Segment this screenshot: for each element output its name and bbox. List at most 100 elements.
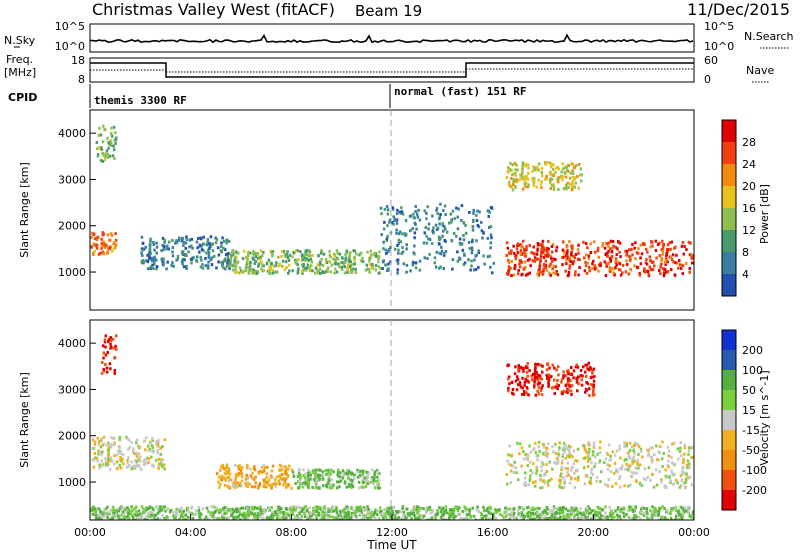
power-cell [443, 225, 446, 228]
velocity-cell [657, 518, 660, 520]
power-cell [112, 247, 116, 251]
velocity-cell [408, 513, 411, 517]
velocity-cell [579, 515, 582, 519]
power-cell [642, 269, 646, 273]
power-cell [163, 238, 166, 242]
velocity-cell [673, 441, 676, 445]
power-cell [392, 215, 395, 219]
power-cell [160, 257, 163, 261]
velocity-cell [137, 513, 140, 517]
power-cell [399, 240, 403, 244]
velocity-cell [401, 507, 404, 510]
power-cell [567, 256, 570, 260]
velocity-cell [111, 337, 115, 341]
power-cell [461, 248, 465, 252]
power-cell [573, 273, 577, 277]
velocity-cell [678, 517, 681, 520]
velocity-cell [411, 508, 414, 512]
velocity-cell [649, 446, 652, 450]
velocity-cell [101, 443, 104, 447]
power-cell [571, 182, 574, 186]
velocity-cell [300, 509, 304, 513]
power-cell [541, 243, 544, 247]
power-cell [690, 253, 693, 257]
power-cell [532, 251, 535, 255]
power-cell [245, 260, 249, 264]
velocity-cell [279, 511, 282, 515]
power-cell [661, 239, 664, 243]
velocity-cell [588, 447, 591, 451]
power-cell [368, 263, 372, 267]
velocity-cell [96, 516, 99, 520]
velocity-cell [566, 467, 569, 471]
power-cell [524, 164, 528, 168]
velocity-cell [676, 447, 679, 451]
power-cell [228, 266, 231, 270]
velocity-cell [439, 510, 443, 514]
power-cell [222, 239, 226, 243]
power-cell [463, 252, 466, 256]
power-cell [490, 206, 494, 210]
power-cell [524, 254, 527, 258]
velocity-cell [135, 464, 138, 468]
power-cell [244, 267, 248, 271]
velocity-cell [680, 514, 683, 518]
velocity-cell [391, 509, 394, 513]
velocity-cell [214, 510, 217, 513]
power-cell [583, 256, 586, 260]
velocity-cell [228, 472, 232, 476]
velocity-cell [113, 443, 116, 447]
power-cell [577, 243, 580, 247]
velocity-cell [297, 486, 301, 490]
power-cell [409, 229, 412, 233]
velocity-cell [335, 486, 339, 490]
velocity-cell [292, 475, 296, 478]
velocity-cell [677, 518, 680, 520]
velocity-cell [616, 518, 619, 520]
velocity-cell [268, 506, 271, 510]
power-cell [510, 168, 513, 172]
velocity-cell [640, 484, 644, 488]
power-cell [666, 250, 669, 254]
velocity-cell [558, 478, 561, 482]
power-cell [396, 268, 399, 272]
velocity-cell [139, 459, 142, 463]
power-cell [577, 257, 580, 261]
power-cell [386, 212, 390, 216]
colorbar-tick-label: 16 [742, 202, 756, 215]
velocity-cell [567, 513, 570, 517]
velocity-cell [157, 457, 161, 461]
power-cell [536, 165, 539, 169]
power-cell [388, 220, 391, 224]
velocity-cell [286, 484, 290, 488]
power-cell [443, 239, 446, 242]
velocity-cell [287, 467, 290, 471]
velocity-cell [576, 447, 580, 451]
colorbar-segment [722, 252, 736, 274]
power-cell [535, 185, 538, 189]
power-cell [114, 232, 117, 236]
power-cell [582, 240, 585, 244]
power-cell [681, 241, 685, 244]
colorbar-segment [722, 350, 736, 370]
velocity-cell [275, 516, 279, 520]
velocity-cell [445, 511, 449, 515]
velocity-cell [294, 509, 297, 513]
velocity-cell [575, 380, 579, 384]
power-cell [566, 254, 569, 258]
velocity-cell [621, 464, 624, 468]
power-cell [427, 227, 430, 231]
velocity-cell [414, 517, 417, 520]
power-cell [222, 246, 225, 250]
velocity-cell [118, 463, 122, 467]
power-cell [182, 265, 186, 269]
power-cell [536, 272, 539, 276]
power-cell [436, 226, 440, 230]
power-cell [643, 242, 646, 246]
velocity-cell [234, 476, 238, 479]
velocity-cell [574, 459, 577, 462]
power-cell [340, 265, 344, 269]
velocity-cell [590, 517, 593, 520]
power-cell [523, 182, 526, 186]
velocity-cell [226, 484, 229, 488]
